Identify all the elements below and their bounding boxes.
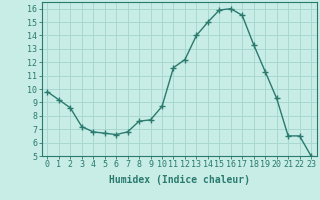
- X-axis label: Humidex (Indice chaleur): Humidex (Indice chaleur): [109, 175, 250, 185]
